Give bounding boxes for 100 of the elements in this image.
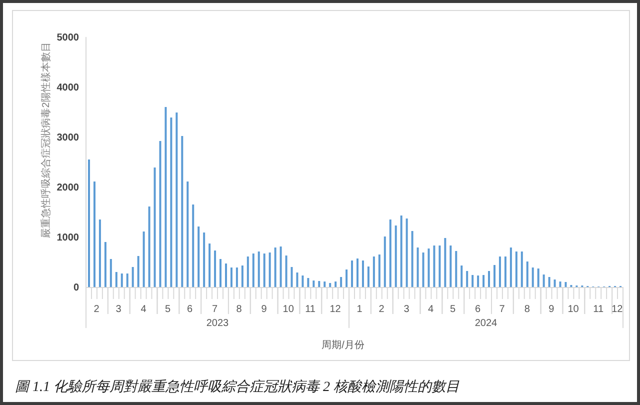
bar <box>263 254 266 287</box>
bar <box>411 231 414 287</box>
x-tick-label: 8 <box>524 304 530 315</box>
bar <box>230 268 232 287</box>
bar <box>504 256 506 287</box>
y-tick-label: 4000 <box>56 82 80 94</box>
bar <box>351 260 354 287</box>
bar <box>110 259 112 287</box>
bar <box>356 258 358 287</box>
bar <box>510 248 512 287</box>
x-tick-label: 1 <box>356 304 363 315</box>
bar <box>548 277 550 287</box>
y-tick-label: 5000 <box>56 32 80 44</box>
x-tick-label: 9 <box>548 304 555 315</box>
bar <box>477 276 480 287</box>
x-tick-label: 8 <box>236 304 242 315</box>
bar <box>296 272 298 287</box>
bar <box>164 107 167 287</box>
bar <box>482 275 485 287</box>
bar <box>542 274 545 287</box>
bar <box>406 218 408 287</box>
x-tick-label: 3 <box>116 304 122 315</box>
bar <box>302 276 304 287</box>
bar <box>438 246 441 287</box>
y-tick-label: 3000 <box>56 132 80 144</box>
bar <box>488 271 490 287</box>
x-tick-label: 4 <box>140 304 147 315</box>
bar <box>258 252 260 287</box>
text: 2024 <box>474 318 498 329</box>
bar <box>104 242 106 287</box>
bar <box>433 246 436 287</box>
bar <box>498 256 501 287</box>
bar <box>318 281 320 287</box>
bar <box>532 268 534 287</box>
bar <box>367 266 370 287</box>
bar <box>515 252 518 287</box>
bar <box>324 282 326 287</box>
x-tick-label: 5 <box>165 304 172 315</box>
text: 2023 <box>206 318 230 329</box>
x-tick-label: 7 <box>212 304 218 315</box>
bar <box>268 252 271 287</box>
bar <box>148 206 150 287</box>
bar <box>274 248 276 287</box>
bar <box>428 248 430 287</box>
x-tick-label: 12 <box>612 304 624 315</box>
bar <box>422 252 424 287</box>
x-tick-label: 2 <box>378 304 385 315</box>
bar <box>252 254 254 287</box>
bar <box>472 275 474 287</box>
bar <box>203 232 206 287</box>
x-tick-label: 2 <box>94 304 100 315</box>
bar <box>334 282 337 287</box>
bar <box>444 238 446 287</box>
x-tick-label: 11 <box>593 304 604 315</box>
bar <box>280 246 282 287</box>
bar <box>246 256 249 287</box>
text: 圖 1.1 化驗所每周對嚴重急性呼吸綜合症冠狀病毒 2 核酸檢測陽性的數目 <box>15 379 460 395</box>
x-tick-label: 9 <box>261 304 268 315</box>
y-axis-title: 嚴重急性呼吸綜合症冠狀病毒2陽性樣本數目 <box>40 42 52 238</box>
bar <box>384 236 386 287</box>
bar <box>564 282 567 287</box>
bar <box>378 254 380 287</box>
x-axis-title: 周期/月份 <box>322 339 364 351</box>
x-tick-label: 10 <box>282 304 294 315</box>
bar <box>400 216 402 287</box>
bar <box>329 283 332 287</box>
bar <box>88 160 90 287</box>
x-tick-label: 3 <box>404 304 410 315</box>
bar <box>208 244 211 287</box>
bar <box>120 274 123 287</box>
x-tick-label: 12 <box>330 304 342 315</box>
bar <box>220 259 222 287</box>
bar <box>526 262 528 287</box>
x-tick-label: 7 <box>499 304 506 315</box>
bar <box>372 256 375 287</box>
bar <box>493 265 496 287</box>
x-tick-label: 5 <box>450 304 456 315</box>
bar <box>241 266 244 287</box>
y-tick-label: 1000 <box>56 232 80 244</box>
bar <box>460 266 463 287</box>
bar <box>115 272 118 287</box>
bar <box>176 112 178 287</box>
bar <box>98 220 101 287</box>
bar <box>154 168 156 287</box>
bar <box>362 260 364 287</box>
bar <box>181 136 184 287</box>
bar <box>520 252 523 287</box>
bar <box>192 204 194 287</box>
bar <box>170 118 172 287</box>
bar <box>340 277 342 287</box>
bar <box>466 271 468 287</box>
bar <box>186 182 189 287</box>
bar <box>285 256 288 287</box>
bar <box>416 248 419 287</box>
bar <box>537 268 540 287</box>
bar <box>214 250 216 287</box>
bar <box>224 264 227 287</box>
bar <box>236 268 238 287</box>
bar <box>389 220 392 287</box>
bar <box>346 270 348 287</box>
